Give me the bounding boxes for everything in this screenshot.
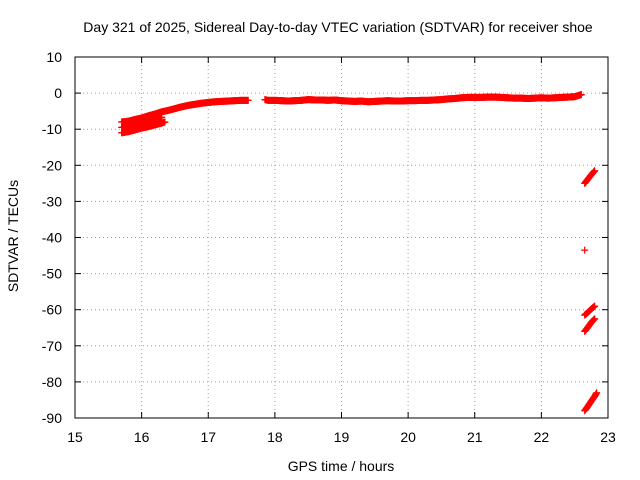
data-point	[161, 118, 169, 126]
x-tick-label: 19	[334, 429, 350, 445]
y-axis-label: SDTVAR / TECUs	[5, 180, 21, 292]
data-point	[244, 96, 252, 104]
series-7	[581, 302, 599, 319]
data-point	[581, 246, 589, 254]
series-8	[581, 315, 599, 335]
y-tick-label: -40	[42, 230, 62, 246]
series-4	[261, 91, 585, 106]
x-tick-label: 18	[267, 429, 283, 445]
y-tick-label: -20	[42, 157, 62, 173]
y-tick-label: 0	[54, 85, 62, 101]
series-3	[171, 96, 252, 113]
chart-title: Day 321 of 2025, Sidereal Day-to-day VTE…	[83, 19, 593, 35]
data-point	[577, 91, 585, 99]
series-6	[581, 246, 589, 254]
y-tick-label: -90	[42, 410, 62, 426]
data-point	[593, 389, 601, 397]
y-tick-label: 10	[46, 49, 62, 65]
x-tick-label: 16	[134, 429, 150, 445]
x-tick-label: 17	[200, 429, 216, 445]
series-5	[581, 167, 599, 187]
axis-ticks	[74, 56, 609, 419]
y-tick-label: -10	[42, 121, 62, 137]
series-2	[118, 118, 169, 137]
y-tick-label: -80	[42, 374, 62, 390]
data-marks	[118, 91, 601, 415]
x-tick-label: 20	[400, 429, 416, 445]
x-tick-label: 21	[467, 429, 483, 445]
y-tick-label: -60	[42, 302, 62, 318]
y-tick-label: -50	[42, 266, 62, 282]
x-tick-label: 23	[600, 429, 616, 445]
y-tick-label: -70	[42, 338, 62, 354]
grid-layer	[75, 57, 608, 418]
series-1	[118, 113, 166, 131]
data-point	[591, 167, 599, 175]
data-point	[591, 315, 599, 323]
series-9	[581, 389, 601, 415]
x-tick-labels: 15 16 17 18 19 20 21 22 23	[67, 429, 616, 445]
x-tick-label: 22	[534, 429, 550, 445]
x-axis-label: GPS time / hours	[288, 458, 395, 474]
data-point	[591, 302, 599, 310]
y-tick-labels: 10 0 -10 -20 -30 -40 -50 -60 -70 -80 -90	[42, 49, 62, 426]
x-tick-label: 15	[67, 429, 83, 445]
y-tick-label: -30	[42, 193, 62, 209]
